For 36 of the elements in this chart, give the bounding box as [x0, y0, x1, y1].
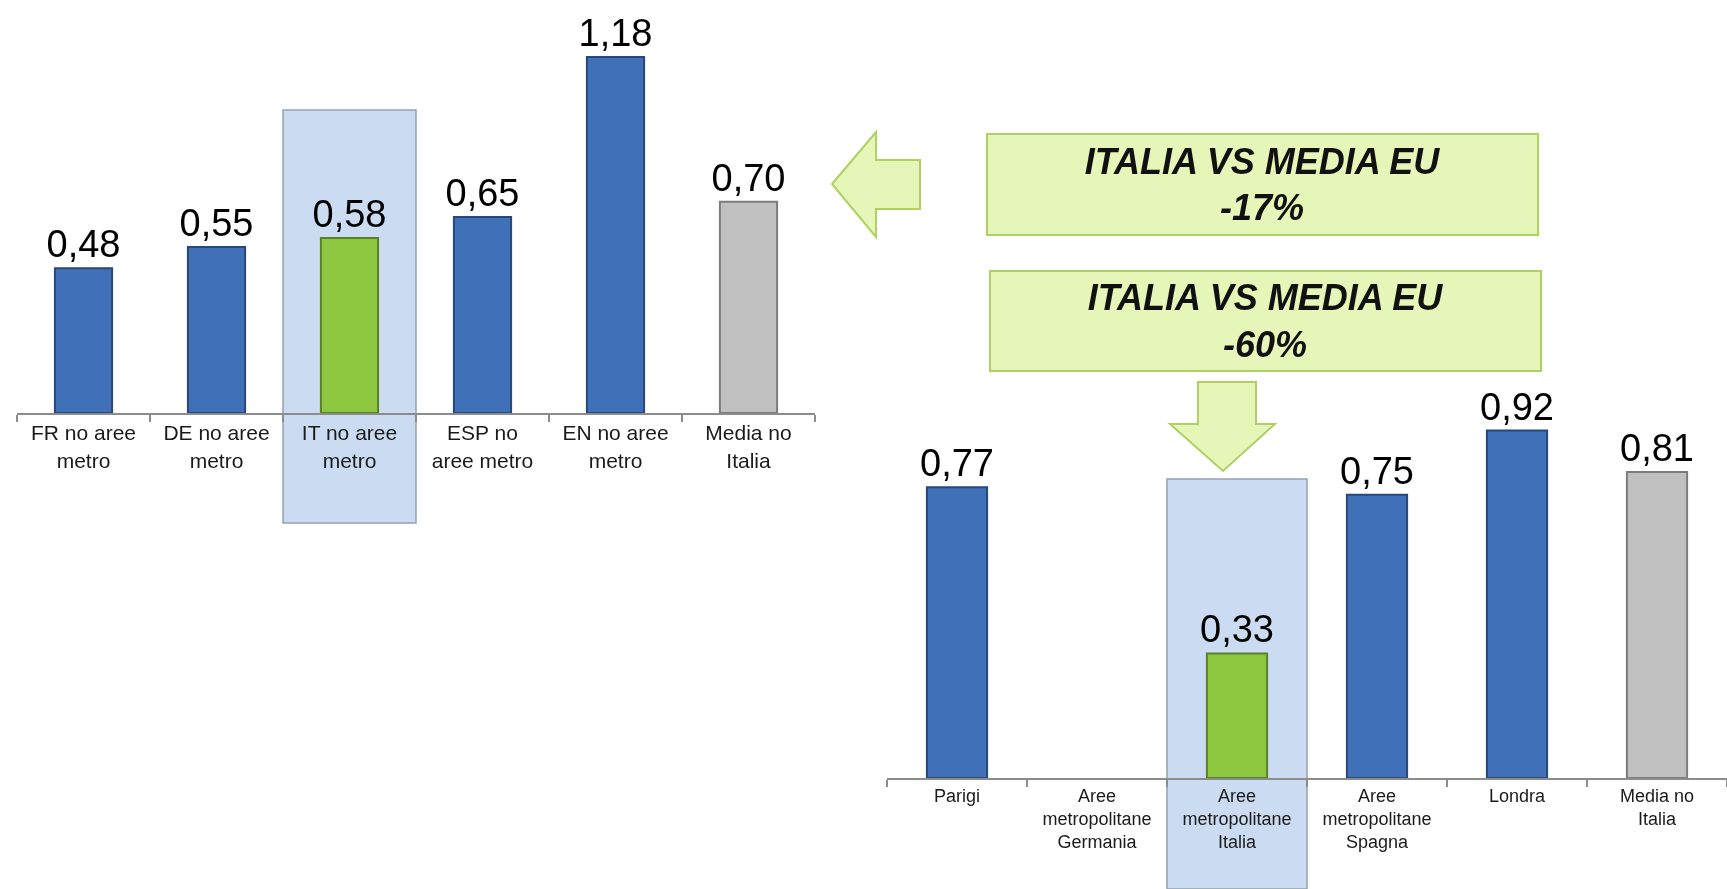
x-tick-label: Media no Italia	[1619, 785, 1695, 829]
bar	[1625, 471, 1689, 778]
bar	[1205, 652, 1269, 778]
text: ITALIA VS MEDIA EU -60%	[1087, 277, 1444, 365]
x-tick-label: Aree metropolitane Italia	[1182, 785, 1292, 853]
bar	[452, 215, 513, 413]
data-label: 0,58	[312, 193, 387, 235]
x-tick-label: IT no aree metro	[301, 421, 398, 472]
bar	[585, 55, 646, 413]
bar	[925, 486, 989, 778]
x-tick-label: Parigi	[933, 785, 981, 806]
data-label: 0,65	[445, 171, 520, 214]
x-tick-label: ESP no aree metro	[431, 421, 534, 472]
bar	[186, 246, 247, 413]
x-tick-label: FR no aree metro	[30, 421, 137, 472]
bar	[718, 200, 779, 413]
bar	[1345, 493, 1409, 778]
x-tick-label: Media no Italia	[705, 421, 792, 472]
data-label: 0,77	[920, 442, 994, 485]
x-tick-label: Londra	[1488, 785, 1547, 806]
x-tick-label: Aree metropolitane Germania	[1042, 785, 1152, 853]
data-label: 0,48	[46, 223, 121, 266]
bar	[319, 237, 380, 413]
bar	[53, 267, 114, 413]
x-tick-label: DE no aree metro	[163, 421, 270, 472]
text: ITALIA VS MEDIA EU -17%	[1084, 140, 1441, 229]
data-label: 0,81	[1620, 427, 1694, 470]
data-label: 0,92	[1480, 385, 1554, 428]
data-label: 0,70	[711, 156, 786, 199]
data-label: 0,75	[1340, 449, 1414, 492]
data-label: 0,33	[1200, 608, 1274, 651]
data-label: 1,18	[578, 11, 653, 54]
x-tick-label: EN no aree metro	[562, 421, 669, 472]
bar	[1485, 429, 1549, 778]
x-tick-label: Aree metropolitane Spagna	[1322, 785, 1432, 853]
data-label: 0,55	[179, 202, 254, 245]
